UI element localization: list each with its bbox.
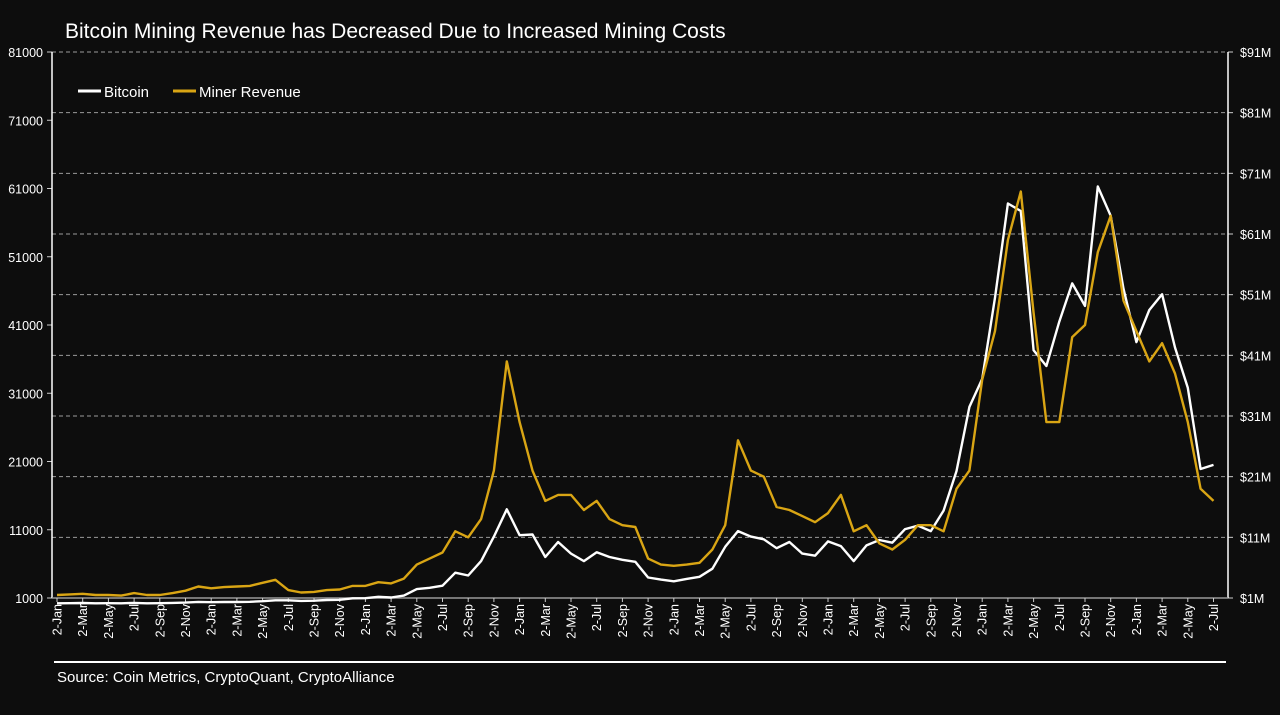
left-axis-tick-label: 21000 bbox=[8, 456, 43, 470]
x-axis-tick-label: 2-May bbox=[102, 603, 116, 638]
x-axis-tick-label: 2-Mar bbox=[1001, 604, 1015, 637]
x-axis-tick-label: 2-Nov bbox=[333, 603, 347, 637]
series-line-miner-revenue bbox=[56, 190, 1215, 597]
left-axis-tick-label: 61000 bbox=[8, 183, 43, 197]
legend: Bitcoin Miner Revenue bbox=[78, 84, 301, 101]
series-line-bitcoin bbox=[56, 185, 1214, 605]
x-axis-tick-label: 2-Mar bbox=[847, 604, 861, 637]
x-axis-tick-label: 2-Jan bbox=[205, 604, 219, 635]
x-axis-tick-label: 2-Nov bbox=[487, 603, 501, 637]
left-axis-tick-label: 41000 bbox=[8, 319, 43, 333]
footer-divider bbox=[54, 661, 1226, 663]
chart-title: Bitcoin Mining Revenue has Decreased Due… bbox=[65, 20, 726, 43]
x-axis-tick-label: 2-May bbox=[873, 603, 887, 638]
x-axis-tick-label: 2-Mar bbox=[693, 604, 707, 637]
right-axis-tick-label: $61M bbox=[1240, 228, 1271, 242]
left-axis-tick-label: 71000 bbox=[8, 114, 43, 128]
x-axis-tick-label: 2-Mar bbox=[76, 604, 90, 637]
x-axis-tick-label: 2-Jan bbox=[51, 604, 65, 635]
x-axis-tick-label: 2-Jan bbox=[822, 604, 836, 635]
x-axis-tick-label: 2-Jul bbox=[1207, 604, 1221, 631]
x-axis-tick-label: 2-Nov bbox=[179, 603, 193, 637]
x-axis-tick-label: 2-Nov bbox=[642, 603, 656, 637]
left-axis-tick-label: 51000 bbox=[8, 251, 43, 265]
x-axis-tick-label: 2-Jul bbox=[899, 604, 913, 631]
x-axis-tick-label: 2-May bbox=[719, 603, 733, 638]
x-axis-tick-label: 2-Nov bbox=[950, 603, 964, 637]
x-axis-tick-label: 2-Jul bbox=[744, 604, 758, 631]
right-axis-tick-label: $91M bbox=[1240, 46, 1271, 60]
x-axis-tick-label: 2-Nov bbox=[796, 603, 810, 637]
left-axis-tick-label: 1000 bbox=[15, 592, 43, 606]
x-axis-tick-label: 2-Sep bbox=[153, 604, 167, 637]
x-axis-tick-label: 2-Sep bbox=[616, 604, 630, 637]
x-axis-tick-label: 2-Jan bbox=[667, 604, 681, 635]
x-axis-tick-label: 2-Mar bbox=[539, 604, 553, 637]
source-note: Source: Coin Metrics, CryptoQuant, Crypt… bbox=[57, 669, 395, 686]
x-axis-tick-label: 2-Jan bbox=[976, 604, 990, 635]
x-axis-tick-label: 2-May bbox=[565, 603, 579, 638]
right-axis-tick-label: $41M bbox=[1240, 349, 1271, 363]
right-axis-tick-label: $51M bbox=[1240, 289, 1271, 303]
left-axis-tick-label: 81000 bbox=[8, 46, 43, 60]
x-axis-tick-label: 2-Jan bbox=[513, 604, 527, 635]
x-axis-tick-label: 2-Mar bbox=[230, 604, 244, 637]
x-axis-tick-label: 2-Jul bbox=[590, 604, 604, 631]
x-axis-tick-label: 2-Jul bbox=[282, 604, 296, 631]
x-axis-tick-label: 2-Sep bbox=[462, 604, 476, 637]
x-axis-tick-label: 2-Sep bbox=[308, 604, 322, 637]
x-axis-tick-label: 2-May bbox=[256, 603, 270, 638]
x-axis-tick-label: 2-May bbox=[1181, 603, 1195, 638]
right-axis-tick-label: $11M bbox=[1240, 531, 1270, 545]
legend-label-miner-revenue: Miner Revenue bbox=[199, 84, 301, 101]
x-axis-tick-label: 2-May bbox=[410, 603, 424, 638]
x-axis-tick-label: 2-Nov bbox=[1104, 603, 1118, 637]
right-axis-tick-label: $1M bbox=[1240, 592, 1264, 606]
x-axis-tick-label: 2-Jul bbox=[128, 604, 142, 631]
x-axis-tick-label: 2-Jul bbox=[436, 604, 450, 631]
legend-label-bitcoin: Bitcoin bbox=[104, 84, 149, 101]
right-axis-tick-label: $81M bbox=[1240, 107, 1271, 121]
x-axis-tick-label: 2-Sep bbox=[924, 604, 938, 637]
x-axis-tick-label: 2-Jul bbox=[1053, 604, 1067, 631]
x-axis-tick-label: 2-Sep bbox=[1079, 604, 1093, 637]
right-axis-tick-label: $31M bbox=[1240, 410, 1271, 424]
x-axis-tick-label: 2-Mar bbox=[1156, 604, 1170, 637]
x-axis-tick-label: 2-Jan bbox=[1130, 604, 1144, 635]
right-axis-tick-label: $71M bbox=[1240, 167, 1271, 181]
right-axis-tick-label: $21M bbox=[1240, 471, 1271, 485]
x-axis-tick-label: 2-Jan bbox=[359, 604, 373, 635]
x-axis-tick-label: 2-Sep bbox=[770, 604, 784, 637]
left-axis-tick-label: 11000 bbox=[9, 524, 43, 538]
left-axis-tick-label: 31000 bbox=[8, 387, 43, 401]
x-axis-tick-label: 2-May bbox=[1027, 603, 1041, 638]
x-axis-tick-label: 2-Mar bbox=[385, 604, 399, 637]
